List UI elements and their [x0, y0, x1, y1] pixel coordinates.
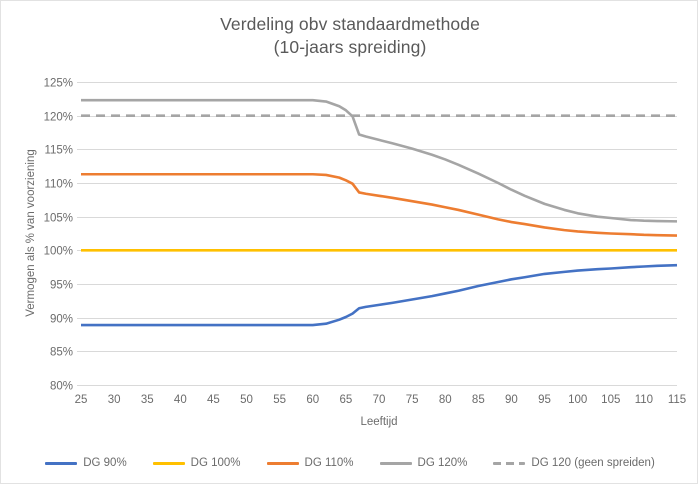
- chart-legend: DG 90% DG 100% DG 110% DG 120% DG 120 (geen …: [1, 457, 699, 469]
- y-axis-tick-label: 90%: [50, 314, 73, 326]
- legend-label: DG 110%: [304, 457, 354, 469]
- x-axis-tick-label: 60: [306, 394, 319, 406]
- x-axis-tick-label: 70: [373, 394, 386, 406]
- legend-item-dg-120[interactable]: DG 120%: [379, 457, 468, 469]
- x-axis-tick-label: 90: [505, 394, 518, 406]
- x-axis-tick-label: 95: [538, 394, 551, 406]
- x-axis-tick-label: 115: [668, 394, 686, 406]
- x-axis-tick-labels: 25 30 35 40 45 50 55 60 65 70 75 80 85 90 95 100 105 110 1…: [75, 394, 687, 406]
- legend-item-dg-90[interactable]: DG 90%: [45, 457, 127, 469]
- y-axis-tick-label: 80%: [50, 381, 73, 393]
- x-axis-tick-label: 80: [439, 394, 452, 406]
- y-axis-tick-label: 85%: [50, 347, 73, 359]
- y-axis-tick-label: 110%: [44, 179, 73, 191]
- y-axis-tick-label: 95%: [50, 280, 73, 292]
- y-axis-tick-label: 125%: [44, 78, 73, 90]
- legend-label: DG 100%: [190, 457, 241, 469]
- x-axis-tick-label: 110: [635, 394, 653, 406]
- x-axis-tick-label: 35: [141, 394, 154, 406]
- x-axis-tick-label: 45: [207, 394, 220, 406]
- series-line-dg-90: [81, 263, 678, 327]
- legend-swatch-dg-100: [152, 461, 185, 465]
- series-line-dg-120: [81, 98, 678, 223]
- data-series-group: [81, 98, 678, 327]
- y-axis-tick-label: 100%: [44, 246, 73, 258]
- x-axis-tick-label: 65: [339, 394, 352, 406]
- y-axis-tick-label: 115%: [44, 145, 73, 157]
- legend-swatch-dg-120-geen-spreiden: [493, 461, 526, 465]
- gridlines-group: [81, 82, 677, 386]
- x-axis-tick-label: 100: [568, 394, 587, 406]
- legend-label: DG 120%: [417, 457, 468, 469]
- x-axis-tick-label: 50: [240, 394, 253, 406]
- x-axis-tick-label: 105: [601, 394, 620, 406]
- y-axis-tick-label: 120%: [44, 112, 73, 124]
- x-axis-tick-label: 55: [273, 394, 286, 406]
- legend-swatch-dg-120: [379, 461, 412, 465]
- legend-item-dg-100[interactable]: DG 100%: [152, 457, 241, 469]
- series-line-dg-110: [81, 172, 678, 237]
- x-axis-tick-label: 30: [108, 394, 121, 406]
- legend-item-dg-120-geen-spreiden[interactable]: DG 120 (geen spreiden): [493, 457, 655, 469]
- y-axis-tick-labels: 80% 85% 90% 95% 100% 105% 110% 115% 120% 125%: [44, 78, 73, 393]
- x-axis-tick-label: 75: [406, 394, 419, 406]
- legend-item-dg-110[interactable]: DG 110%: [266, 457, 354, 469]
- chart-title: Verdeling obv standaardmethode (10-jaars…: [1, 13, 699, 60]
- x-axis-tick-label: 85: [472, 394, 485, 406]
- x-axis-tick-label: 25: [75, 394, 88, 406]
- axis-ticks-group: [77, 82, 677, 386]
- chart-title-line2: (10-jaars spreiding): [273, 37, 427, 58]
- legend-swatch-dg-90: [45, 461, 78, 465]
- chart-title-line1: Verdeling obv standaardmethode: [220, 14, 480, 34]
- y-axis-tick-label: 105%: [44, 213, 73, 225]
- y-axis-title: Vermogen als % van voorziening: [25, 149, 37, 317]
- x-axis-title: Leeftijd: [360, 416, 397, 428]
- legend-label: DG 120 (geen spreiden): [531, 457, 655, 469]
- legend-swatch-dg-110: [266, 461, 299, 465]
- legend-label: DG 90%: [83, 457, 127, 469]
- x-axis-tick-label: 40: [174, 394, 187, 406]
